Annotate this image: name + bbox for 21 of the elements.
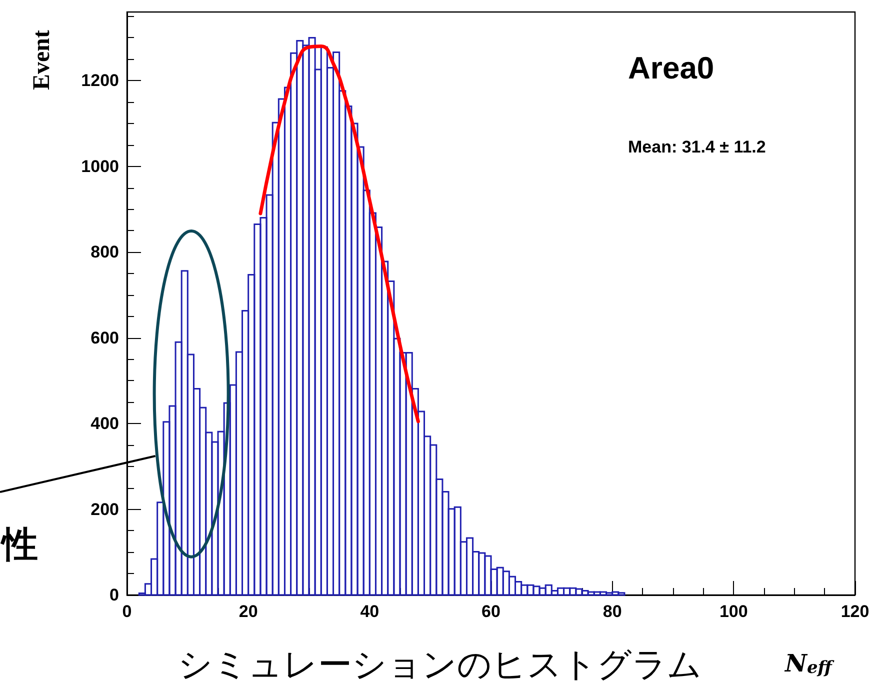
x-tick-label: 100 [719,602,748,621]
y-tick-label: 400 [90,414,119,434]
text: Area0 [628,50,714,86]
annotation: Mean: 31.4 ± 11.2 [628,138,766,156]
x-axis-title: Neff [784,648,835,678]
y-tick-label: 200 [90,500,119,519]
text: 性 [0,524,38,566]
x-tick-label: 0 [122,602,132,621]
y-tick-label: 600 [90,328,119,348]
x-tick-label: 20 [238,602,258,621]
x-tick-label: 40 [360,602,380,621]
y-axis-title: Event [29,30,55,90]
line-series [258,44,420,424]
y-tick-label: 1000 [81,156,119,176]
x-tick-label: 60 [482,602,500,621]
y-tick-label: 800 [90,242,119,262]
y-tick-label: 1200 [81,71,119,90]
x-tick-label: 80 [602,602,622,621]
text: シミュレーションのヒストグラム [178,645,702,685]
y-tick-label: 0 [110,586,119,604]
x-tick-label: 120 [840,602,870,621]
